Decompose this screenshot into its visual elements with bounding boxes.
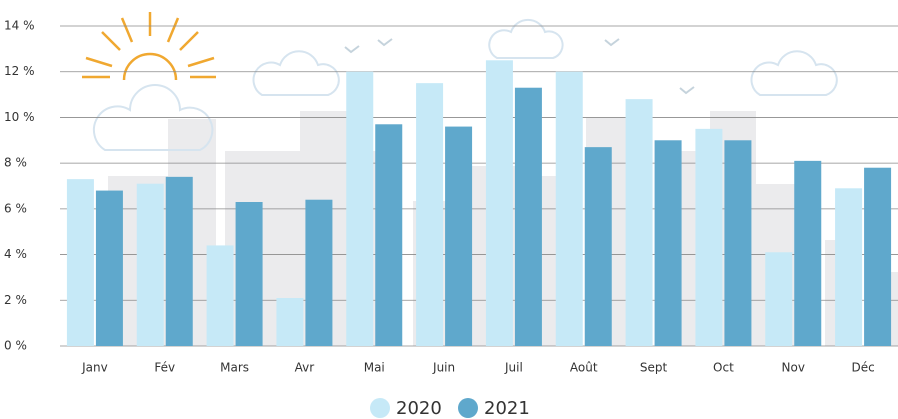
y-tick-label: 6 % [4,201,27,215]
bar [514,87,542,346]
bar [136,183,164,346]
x-tick-label: Juin [432,361,455,375]
bar [485,60,513,347]
x-tick-label: Août [570,361,598,375]
legend-label: 2021 [484,398,530,419]
bar [235,202,263,346]
bar [416,83,444,347]
x-tick-label: Avr [295,361,315,375]
bar [794,160,822,346]
y-tick-label: 4 % [4,247,27,261]
bar [765,252,793,346]
bar [305,199,333,346]
bar [555,71,583,346]
x-tick-label: Mars [220,361,249,375]
bar [165,176,193,346]
x-tick-label: Oct [713,361,734,375]
x-tick-label: Déc [851,361,874,375]
bar [206,245,234,346]
x-tick-label: Nov [782,361,805,375]
bar [66,179,94,346]
bar [375,124,403,347]
bar [835,188,863,346]
x-tick-label: Juil [504,361,523,375]
bar [864,167,892,346]
legend-swatch [370,398,390,418]
bar [95,190,123,346]
y-tick-label: 14 % [4,19,35,33]
bar [724,140,752,346]
bar [276,298,304,346]
x-tick-label: Mai [364,361,385,375]
y-tick-label: 12 % [4,64,35,78]
x-tick-label: Janv [81,361,108,375]
legend-swatch [458,398,478,418]
bar [695,128,723,346]
y-tick-label: 2 % [4,293,27,307]
y-tick-label: 0 % [4,339,27,353]
bar [346,71,374,346]
bar [625,99,653,347]
y-tick-label: 8 % [4,156,27,170]
y-tick-label: 10 % [4,110,35,124]
bar [654,140,682,346]
x-tick-label: Fév [154,361,175,375]
bar [445,126,473,346]
legend-label: 2020 [396,398,442,419]
x-tick-label: Sept [640,361,668,375]
bar [584,147,612,346]
